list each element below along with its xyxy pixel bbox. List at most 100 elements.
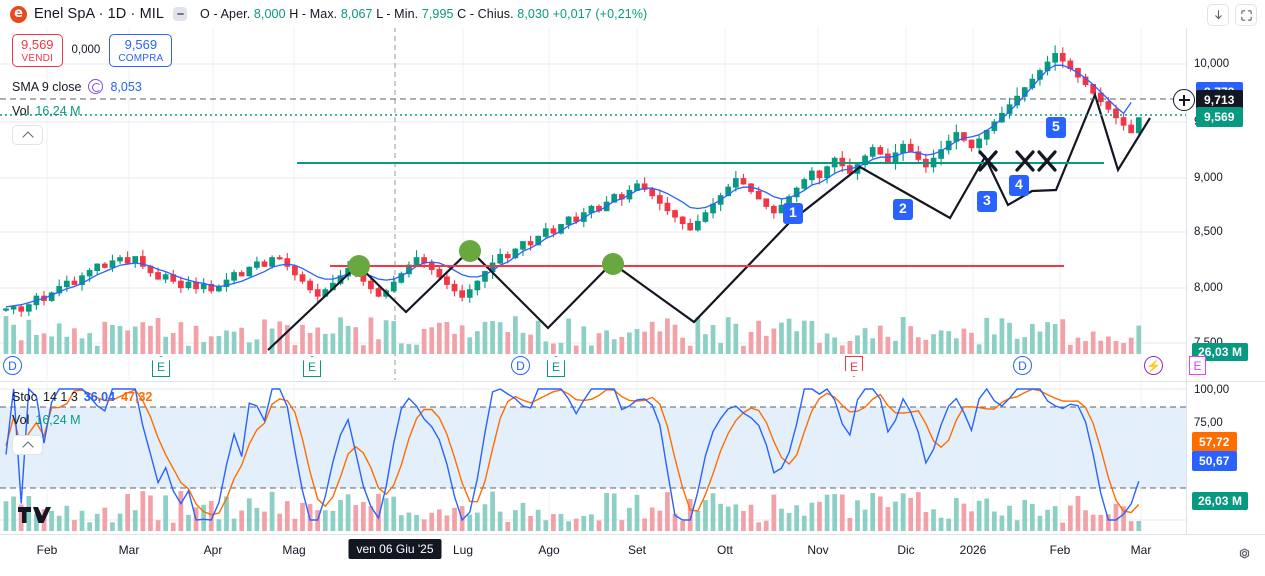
time-tick: Feb xyxy=(36,543,58,557)
sell-button[interactable]: 9,569 VENDI xyxy=(12,34,63,67)
main-price-pane[interactable] xyxy=(0,0,1186,380)
high-value: 8,067 xyxy=(340,7,373,21)
collapse-stoch-pane-button[interactable] xyxy=(12,435,43,455)
fullscreen-icon[interactable] xyxy=(1235,4,1257,26)
time-tick: Mar xyxy=(1130,543,1152,557)
peak-marker-dot[interactable] xyxy=(348,255,370,277)
change-value: +0,017 xyxy=(552,7,592,21)
price-tick: 8,000 xyxy=(1194,282,1223,294)
open-value: 8,000 xyxy=(253,7,286,21)
chevron-up-icon xyxy=(21,440,34,453)
price-tick: 10,000 xyxy=(1194,58,1230,70)
chevron-up-icon xyxy=(21,130,34,143)
peak-marker-dot[interactable] xyxy=(602,253,624,275)
volume-value: 16,24 M xyxy=(35,104,81,118)
open-label: O - Aper. xyxy=(200,7,251,21)
volume-legend[interactable]: Vol 16,24 M xyxy=(12,104,81,118)
stoch-title: Stoc xyxy=(12,390,38,404)
earnings-marker-red-icon[interactable]: E xyxy=(845,356,863,377)
crosshair-date-label: ven 06 Giu '25 xyxy=(348,539,442,559)
sell-price: 9,569 xyxy=(21,37,54,52)
change-percent: (+0,21%) xyxy=(595,7,648,21)
earnings-marker-icon[interactable]: E xyxy=(303,356,321,377)
event-marker-row: D E E D E E D ⚡ E xyxy=(0,356,1206,382)
stoch-volume-value: 16,24 M xyxy=(35,413,81,427)
symbol-logo-icon: e xyxy=(10,5,27,23)
cross-markers xyxy=(978,150,1057,172)
time-tick: Mag xyxy=(282,543,306,557)
volume-title: Vol xyxy=(12,104,30,118)
collapse-main-pane-button[interactable] xyxy=(12,125,43,145)
time-tick: Set xyxy=(627,543,647,557)
wave-label-5[interactable]: 5 xyxy=(1046,117,1066,138)
dividend-marker-icon[interactable]: D xyxy=(3,356,22,375)
stoch-tick: 100,00 xyxy=(1194,384,1230,396)
stoch-d-value: 47,32 xyxy=(121,390,153,404)
sell-label: VENDI xyxy=(21,52,54,64)
volume-axis-tag: 26,03 M xyxy=(1192,343,1249,361)
low-label: L - Min. xyxy=(376,7,419,21)
stoch-k-tag: 50,67 xyxy=(1192,451,1237,471)
wave-label-2[interactable]: 2 xyxy=(893,199,913,220)
chart-header: e Enel SpA · 1D · MIL O - Aper. 8,000 H … xyxy=(0,0,1265,28)
sma-legend[interactable]: SMA 9 close 8,053 xyxy=(12,79,142,94)
crosshair-price-tag: 9,713 xyxy=(1196,90,1243,110)
gear-icon[interactable] xyxy=(1236,545,1253,562)
earnings-marker-magenta-icon[interactable]: E xyxy=(1189,356,1206,375)
stoch-volume-bars xyxy=(3,491,1142,531)
download-icon[interactable] xyxy=(1207,4,1229,26)
volume-bars xyxy=(3,316,1142,354)
stoch-volume-tag: 26,03 M xyxy=(1192,492,1249,510)
spread-value: 0,000 xyxy=(71,44,101,57)
wave-label-1[interactable]: 1 xyxy=(783,203,803,224)
earnings-marker-icon[interactable]: E xyxy=(152,356,170,377)
time-tick: Ott xyxy=(716,543,734,557)
tradingview-logo[interactable] xyxy=(18,504,52,526)
stochastic-legend[interactable]: Stoc 14 1 3 36,04 47,32 xyxy=(12,390,152,404)
stochastic-axis[interactable]: 100,00 75,00 25,00 0,00 57,72 50,67 26,0… xyxy=(1186,382,1265,546)
buy-price: 9,569 xyxy=(124,37,158,52)
zigzag-trendline[interactable] xyxy=(267,91,1151,351)
bid-ask-widget: 9,569 VENDI 0,000 9,569 COMPRA xyxy=(12,34,173,67)
earnings-marker-icon[interactable]: E xyxy=(547,356,565,377)
sma-value: 8,053 xyxy=(110,79,142,94)
buy-button[interactable]: 9,569 COMPRA xyxy=(109,34,173,67)
collapse-chip-icon[interactable] xyxy=(173,7,188,21)
vertical-gridlines xyxy=(46,0,1142,380)
wave-label-3[interactable]: 3 xyxy=(977,191,997,212)
event-bolt-icon[interactable]: ⚡ xyxy=(1144,356,1163,375)
add-order-icon[interactable] xyxy=(1173,89,1195,111)
symbol-title[interactable]: Enel SpA · 1D · MIL xyxy=(34,6,165,22)
stoch-k-value: 36,04 xyxy=(83,390,116,404)
wave-label-4[interactable]: 4 xyxy=(1009,175,1029,196)
time-tick: Nov xyxy=(807,543,829,557)
dividend-marker-icon[interactable]: D xyxy=(511,356,530,375)
time-axis[interactable]: Feb Mar Apr Mag ven 06 Giu '25 Lug Ago S… xyxy=(0,534,1265,576)
close-label: C - Chius. xyxy=(457,7,514,21)
stoch-d-line xyxy=(5,388,1140,516)
price-axis[interactable]: 10,500 10,000 9,500 9,000 8,500 8,000 7,… xyxy=(1173,0,1265,381)
stoch-volume-legend[interactable]: Vol 16,24 M xyxy=(12,413,81,427)
time-tick: Lug xyxy=(452,543,474,557)
time-tick: 2026 xyxy=(959,543,987,557)
close-value: 8,030 xyxy=(517,7,550,21)
last-price-tag: 9,569 xyxy=(1196,107,1243,127)
stochastic-pane[interactable] xyxy=(0,383,1186,533)
stoch-volume-title: Vol xyxy=(12,413,30,427)
price-tick: 9,000 xyxy=(1194,172,1223,184)
time-tick: Feb xyxy=(1049,543,1071,557)
time-tick: Dic xyxy=(897,543,915,557)
peak-marker-dot[interactable] xyxy=(459,240,481,262)
buy-label: COMPRA xyxy=(118,52,164,64)
time-tick: Apr xyxy=(203,543,223,557)
stoch-params: 14 1 3 xyxy=(43,390,78,404)
time-tick: Mar xyxy=(118,543,140,557)
stochastic-chart-svg xyxy=(0,383,1186,533)
dividend-marker-icon[interactable]: D xyxy=(1013,356,1032,375)
refresh-icon[interactable] xyxy=(88,79,104,94)
time-tick: Ago xyxy=(538,543,560,557)
sma-line xyxy=(5,64,1132,308)
pane-divider[interactable] xyxy=(0,381,1265,382)
sma-title: SMA 9 close xyxy=(12,79,82,94)
